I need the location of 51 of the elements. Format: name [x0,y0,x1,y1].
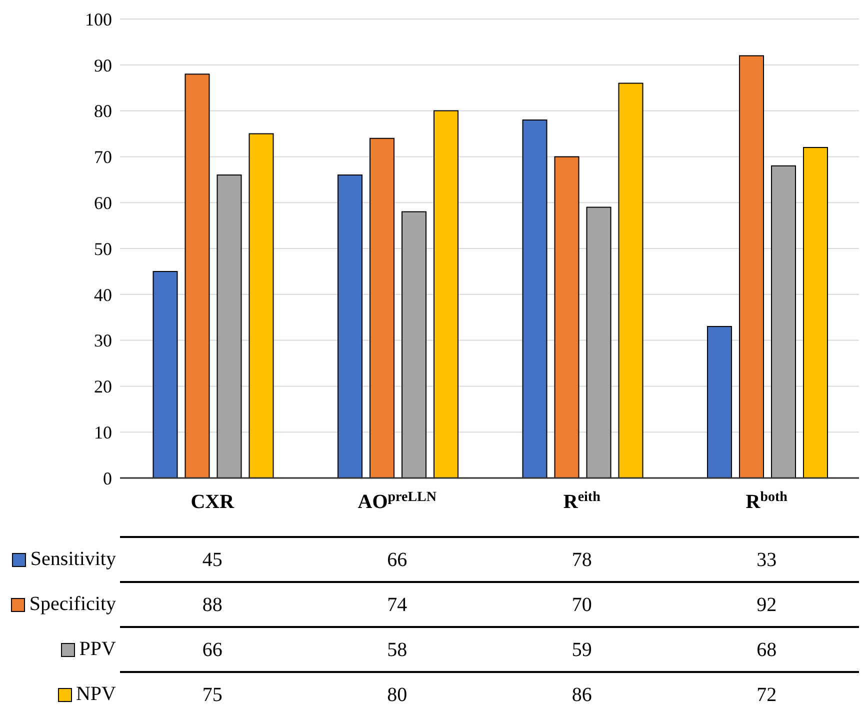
data-label: 72 [756,684,778,707]
data-label: 78 [570,549,593,572]
data-label: 92 [756,594,778,617]
x-tick-label: AO$^{preLLN}$ [358,490,436,513]
y-tick-label: 80 [94,101,112,122]
data-label: 45 [201,549,224,572]
bar [248,133,274,478]
data-label: 70 [570,594,593,617]
bar [402,211,427,478]
y-tick-label: 50 [94,238,112,259]
bar [586,206,612,478]
data-label: 88 [201,594,224,617]
y-tick-label: 60 [94,192,112,213]
legend-label: NPV [76,683,116,706]
bar [338,174,363,478]
bar [707,326,732,478]
bar [618,82,644,478]
legend-label: Sensitivity [30,548,116,571]
bar [554,156,580,478]
x-tick-label: R$^{both}$ [746,490,788,513]
bar [434,110,459,478]
data-label: 66 [386,549,408,572]
bar [184,74,210,478]
data-label: 58 [386,639,408,662]
data-label: 68 [756,639,778,662]
x-tick-label: CXR [190,491,235,513]
data-label: 75 [201,684,224,707]
y-tick-label: 20 [94,376,112,397]
y-tick-label: 90 [94,55,112,76]
legend-label: Specificity [29,593,116,616]
bar [370,138,395,478]
data-label: 33 [756,549,778,572]
data-label: 80 [386,684,408,707]
y-tick-label: 40 [94,284,112,305]
y-tick-label: 30 [94,330,112,351]
legend-label: PPV [79,638,116,661]
y-tick-label: 70 [94,147,112,168]
x-tick-label: R$^{eith}$ [563,490,601,513]
data-label: 74 [386,594,408,617]
y-tick-label: 10 [94,422,112,442]
bar [522,119,548,478]
bar [739,55,764,478]
bar [803,147,828,478]
bar [771,165,796,478]
y-tick-label: 100 [85,9,112,30]
data-label: 86 [570,684,593,707]
data-label: 59 [570,639,593,662]
y-tick-label: 0 [103,468,112,488]
bar [216,174,242,478]
bar [152,270,178,478]
data-label: 66 [201,639,224,662]
